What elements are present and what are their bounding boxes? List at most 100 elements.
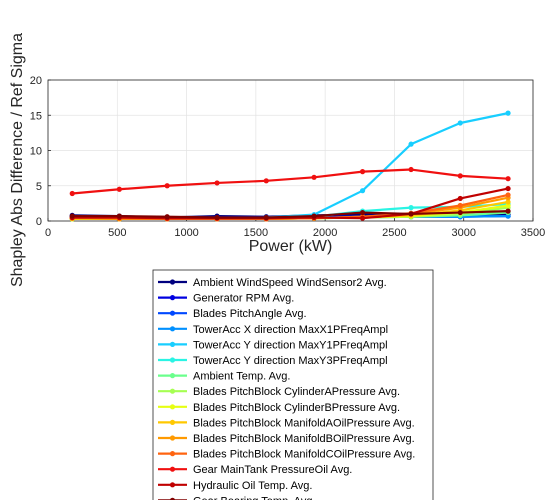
legend-marker — [169, 497, 176, 500]
legend-item: Blades PitchBlock ManifoldAOilPressure A… — [158, 417, 415, 429]
data-point — [359, 209, 366, 216]
x-tick-label: 2000 — [313, 227, 337, 239]
data-point — [457, 173, 463, 179]
series-13 — [69, 166, 511, 197]
legend-marker — [169, 341, 176, 347]
data-point — [457, 209, 463, 216]
legend-item: Hydraulic Oil Temp. Avg. — [158, 480, 312, 492]
data-point — [214, 214, 220, 221]
y-tick-label: 5 — [36, 181, 42, 193]
data-point — [69, 213, 75, 219]
x-axis: 0 500 1000 1500 2000 2500 3000 3500 — [45, 218, 545, 239]
legend-label: Blades PitchAngle Avg. — [193, 308, 307, 320]
x-tick-label: 500 — [108, 227, 126, 239]
data-point — [311, 213, 317, 219]
legend-marker — [169, 404, 176, 410]
legend-label: Gear Bearing Temp. Avg. — [193, 495, 316, 500]
y-axis: 0 5 10 15 20 — [30, 75, 51, 228]
data-point — [164, 214, 170, 220]
y-tick-label: 15 — [30, 110, 42, 122]
legend-label: Blades PitchBlock CylinderAPressure Avg. — [193, 386, 400, 398]
legend-item: TowerAcc X direction MaxX1PFreqAmpl — [158, 324, 388, 336]
x-tick-label: 3500 — [521, 227, 545, 239]
legend-label: Generator RPM Avg. — [193, 293, 294, 305]
legend-label: Blades PitchBlock ManifoldCOilPressure A… — [193, 449, 415, 461]
data-point — [505, 208, 511, 214]
legend-marker — [169, 482, 176, 488]
data-point — [69, 190, 75, 197]
x-axis-label: Power (kW) — [249, 238, 333, 255]
series-lines — [69, 110, 511, 222]
data-point — [408, 141, 414, 147]
legend-item: Gear MainTank PressureOil Avg. — [158, 464, 352, 476]
series-line — [72, 112, 509, 220]
data-point — [359, 215, 366, 221]
legend-marker — [169, 435, 176, 441]
legend-label: Blades PitchBlock ManifoldBOilPressure A… — [193, 433, 415, 445]
legend-item: Generator RPM Avg. — [158, 293, 294, 305]
legend-label: Hydraulic Oil Temp. Avg. — [193, 480, 312, 492]
legend-label: Blades PitchBlock ManifoldAOilPressure A… — [193, 417, 415, 429]
legend-item: TowerAcc Y direction MaxY1PFreqAmpl — [158, 339, 388, 351]
data-point — [359, 188, 366, 194]
legend-item: Blades PitchBlock CylinderBPressure Avg. — [158, 402, 400, 414]
data-point — [505, 110, 511, 116]
legend-label: TowerAcc Y direction MaxY3PFreqAmpl — [193, 355, 388, 367]
data-point — [408, 211, 414, 217]
y-axis-label: Shapley Abs Difference / Ref Sigma — [9, 33, 26, 287]
data-point — [263, 178, 269, 184]
legend-label: Gear MainTank PressureOil Avg. — [193, 464, 352, 476]
data-point — [359, 169, 366, 175]
legend-marker — [169, 326, 176, 332]
legend-item: Blades PitchBlock ManifoldCOilPressure A… — [158, 449, 415, 461]
legend-marker — [169, 388, 176, 394]
legend-marker — [169, 295, 176, 301]
x-tick-label: 2500 — [382, 227, 406, 239]
legend-marker — [169, 279, 176, 285]
legend-label: Blades PitchBlock CylinderBPressure Avg. — [193, 402, 400, 414]
data-point — [457, 195, 463, 202]
y-tick-label: 0 — [36, 216, 42, 228]
legend-item: Ambient WindSpeed WindSensor2 Avg. — [158, 277, 387, 289]
data-point — [505, 199, 511, 205]
series-line — [72, 168, 509, 195]
legend-box — [152, 269, 434, 500]
legend-marker — [169, 419, 176, 425]
series-line — [72, 210, 509, 219]
legend-label: TowerAcc X direction MaxX1PFreqAmpl — [193, 324, 388, 336]
data-point — [116, 186, 122, 192]
y-tick-label: 20 — [30, 75, 42, 87]
data-point — [263, 214, 269, 221]
legend-item: Ambient Temp. Avg. — [158, 371, 290, 383]
legend-marker — [169, 373, 176, 379]
legend: Ambient WindSpeed WindSensor2 Avg. Genera… — [152, 269, 434, 500]
y-tick-label: 10 — [30, 146, 42, 158]
x-tick-label: 1500 — [244, 227, 268, 239]
legend-marker — [169, 310, 176, 316]
data-point — [505, 192, 511, 198]
data-point — [408, 166, 414, 173]
legend-marker — [169, 357, 176, 363]
data-point — [457, 120, 463, 126]
data-point — [408, 205, 414, 211]
series-15 — [69, 208, 511, 221]
legend-item: Blades PitchBlock ManifoldBOilPressure A… — [158, 433, 415, 445]
legend-item: Blades PitchAngle Avg. — [158, 308, 307, 320]
legend-marker — [169, 451, 176, 457]
data-point — [505, 176, 511, 182]
legend-label: Ambient WindSpeed WindSensor2 Avg. — [193, 277, 387, 289]
x-tick-label: 1000 — [174, 227, 198, 239]
legend-label: TowerAcc Y direction MaxY1PFreqAmpl — [193, 339, 388, 351]
data-point — [164, 183, 170, 189]
legend-item: TowerAcc Y direction MaxY3PFreqAmpl — [158, 355, 388, 367]
legend-item: Gear Bearing Temp. Avg. — [158, 495, 316, 500]
x-tick-label: 3000 — [451, 227, 475, 239]
legend-marker — [169, 466, 176, 472]
data-point — [311, 174, 317, 180]
data-point — [505, 185, 511, 192]
data-point — [457, 202, 463, 209]
data-point — [214, 180, 220, 186]
data-point — [116, 213, 122, 219]
x-tick-label: 0 — [45, 227, 51, 239]
